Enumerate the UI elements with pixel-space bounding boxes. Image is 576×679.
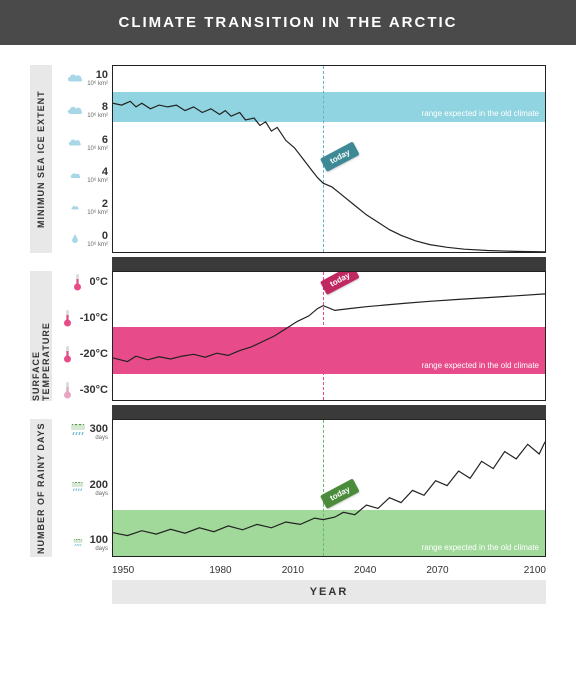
rain-icon [70, 425, 86, 439]
ytick-label: 1010⁶ km² [87, 69, 108, 88]
chart-area-temp: range expected in the old climatetoday [112, 271, 546, 401]
ytick-temp-0: 0°C [54, 275, 108, 289]
ytick-temp-2: -20°C [54, 347, 108, 361]
ytick-ice-4: 210⁶ km² [54, 198, 108, 217]
ytick-temp-3: -30°C [54, 383, 108, 397]
ytick-col-temp: 0°C -10°C -20°C -30°C [52, 271, 112, 401]
ytick-label: -20°C [80, 348, 108, 360]
thermo-icon [60, 383, 76, 397]
ytick-rain-0: 300days [54, 423, 108, 442]
xtick: 2010 [257, 565, 329, 576]
ytick-label: 810⁶ km² [87, 101, 108, 120]
x-axis-label: YEAR [112, 580, 546, 604]
rain-icon [70, 481, 86, 495]
ytick-label: 610⁶ km² [87, 134, 108, 153]
ytick-ice-3: 410⁶ km² [54, 166, 108, 185]
cloud-icon [67, 168, 83, 182]
xtick: 1950 [112, 565, 184, 576]
ytick-label: 210⁶ km² [87, 198, 108, 217]
infographic-root: CLIMATE TRANSITION IN THE ARCTIC MINIMUN… [0, 0, 576, 624]
thermo-icon [60, 311, 76, 325]
cloud-icon [67, 200, 83, 214]
chart-row-temp: SURFACE TEMPERATURE 0°C -10°C -20°C -30°C ran… [30, 271, 546, 401]
ytick-label: 010⁶ km² [87, 230, 108, 249]
ytick-col-rain: 300days 200days 100days [52, 419, 112, 557]
ytick-rain-2: 100days [54, 534, 108, 553]
ytick-label: 200days [90, 479, 108, 498]
ytick-col-ice: 1010⁶ km² 810⁶ km² 610⁶ km² 410⁶ km² 210⁶ km… [52, 65, 112, 253]
title-bar: CLIMATE TRANSITION IN THE ARCTIC [0, 0, 576, 45]
cloud-icon [67, 71, 83, 85]
xtick: 1980 [184, 565, 256, 576]
charts-wrap: MINIMUN SEA ICE EXTENT 1010⁶ km² 810⁶ km² 6… [0, 45, 576, 604]
title-text: CLIMATE TRANSITION IN THE ARCTIC [119, 14, 458, 31]
ytick-ice-2: 610⁶ km² [54, 134, 108, 153]
ytick-rain-1: 200days [54, 479, 108, 498]
thermo-icon [60, 347, 76, 361]
ytick-ice-0: 1010⁶ km² [54, 69, 108, 88]
ytick-label: 100days [90, 534, 108, 553]
ytick-label: 0°C [90, 276, 108, 288]
xtick: 2070 [401, 565, 473, 576]
cloud-icon [67, 136, 83, 150]
series-line-rain [113, 420, 545, 556]
ytick-ice-5: 010⁶ km² [54, 230, 108, 249]
chart-area-rain: range expected in the old climatetoday [112, 419, 546, 557]
chart-area-ice: range expected in the old climatetoday [112, 65, 546, 253]
ytick-label: -30°C [80, 384, 108, 396]
ylabel-temp: SURFACE TEMPERATURE [30, 271, 52, 401]
rain-icon [70, 537, 86, 551]
cloud-icon [67, 104, 83, 118]
ytick-label: 410⁶ km² [87, 166, 108, 185]
panel-shadow [112, 257, 546, 271]
ytick-ice-1: 810⁶ km² [54, 101, 108, 120]
ytick-label: 300days [90, 423, 108, 442]
drop-icon [67, 233, 83, 247]
xtick: 2040 [329, 565, 401, 576]
ytick-temp-1: -10°C [54, 311, 108, 325]
panel-shadow [112, 405, 546, 419]
chart-row-rain: NUMBER OF RAINY DAYS 300days 200days 100day… [30, 419, 546, 557]
xtick: 2100 [474, 565, 546, 576]
ylabel-ice: MINIMUN SEA ICE EXTENT [30, 65, 52, 253]
thermo-icon [70, 275, 86, 289]
ytick-label: -10°C [80, 312, 108, 324]
x-axis-ticks: 195019802010204020702100 [112, 561, 546, 580]
chart-row-ice: MINIMUN SEA ICE EXTENT 1010⁶ km² 810⁶ km² 6… [30, 65, 546, 253]
ylabel-rain: NUMBER OF RAINY DAYS [30, 419, 52, 557]
